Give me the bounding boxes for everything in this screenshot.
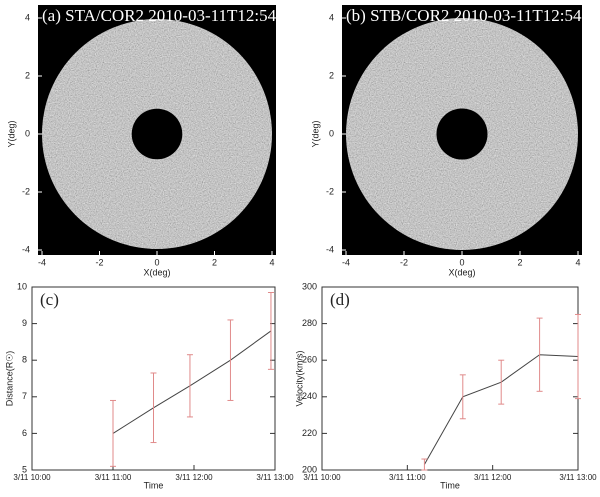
error-bar xyxy=(110,399,116,467)
y-tick-label: -4 xyxy=(326,244,334,254)
y-tick-label: -4 xyxy=(22,244,30,254)
x-tick-label: 2 xyxy=(517,257,522,267)
y-tick-label: 200 xyxy=(302,464,317,474)
x-tick-label: 3/11 13:00 xyxy=(256,473,294,482)
x-tick-label: -2 xyxy=(95,257,103,267)
x-tick-label: 3/11 11:00 xyxy=(389,473,426,482)
y-axis-label: Y(deg) xyxy=(6,120,16,147)
data-line xyxy=(112,330,272,434)
error-bar xyxy=(150,372,157,444)
panel-title: (c) xyxy=(40,290,59,309)
y-tick-label: 0 xyxy=(25,128,30,138)
y-tick-label: 300 xyxy=(302,281,317,291)
y-axis-label: Y(deg) xyxy=(310,120,320,147)
y-tick-label: 6 xyxy=(22,428,27,438)
error-bar xyxy=(575,313,581,400)
error-bar xyxy=(498,359,505,405)
plot-frame xyxy=(31,286,276,471)
y-tick-label: 7 xyxy=(22,391,27,401)
error-bar xyxy=(186,354,193,418)
occulter xyxy=(436,108,488,160)
y-tick-label: 10 xyxy=(17,281,27,291)
panel-title: (d) xyxy=(330,290,350,309)
x-tick-label: 0 xyxy=(459,257,464,267)
error-bar xyxy=(421,458,428,471)
x-axis-label: Time xyxy=(144,480,164,490)
y-tick-label: 0 xyxy=(329,128,334,138)
x-tick-label: 3/11 10:00 xyxy=(13,473,51,482)
y-axis-label: Distance(R☉) xyxy=(4,351,14,407)
x-tick-label: 0 xyxy=(154,257,159,267)
x-tick-label: 3/11 12:00 xyxy=(474,473,512,482)
error-bar xyxy=(536,317,543,392)
error-bar xyxy=(267,291,274,370)
x-tick-label: 4 xyxy=(269,257,274,267)
y-tick-label: 220 xyxy=(302,428,317,438)
y-tick-label: -2 xyxy=(326,186,334,196)
x-tick-label: 3/11 11:00 xyxy=(95,473,132,482)
y-tick-label: 2 xyxy=(25,70,30,80)
panel-title: (a) STA/COR2 2010-03-11T12:54 xyxy=(42,6,277,25)
y-tick-label: 5 xyxy=(22,464,27,474)
x-tick-label: 4 xyxy=(575,257,580,267)
x-tick-label: -4 xyxy=(342,257,350,267)
y-tick-label: 4 xyxy=(329,12,334,22)
y-axis-label: Velocity(km/s) xyxy=(294,350,304,406)
occulter xyxy=(131,108,183,160)
error-bar xyxy=(459,374,466,420)
y-tick-label: -2 xyxy=(22,186,30,196)
error-bar xyxy=(227,319,234,401)
x-tick-label: -4 xyxy=(38,257,46,267)
y-tick-label: 4 xyxy=(25,12,30,22)
panel-title: (b) STB/COR2 2010-03-11T12:54 xyxy=(346,6,582,25)
y-tick-label: 280 xyxy=(302,318,317,328)
x-tick-label: 3/11 10:00 xyxy=(303,473,341,482)
x-tick-label: 2 xyxy=(212,257,217,267)
y-tick-label: 2 xyxy=(329,70,334,80)
x-axis-label: X(deg) xyxy=(448,267,475,277)
x-tick-label: 3/11 12:00 xyxy=(175,473,213,482)
x-axis-label: Time xyxy=(440,480,460,490)
x-tick-label: -2 xyxy=(400,257,408,267)
y-tick-label: 9 xyxy=(22,318,27,328)
y-tick-label: 8 xyxy=(22,355,27,365)
y-tick-label: 240 xyxy=(302,391,317,401)
x-axis-label: X(deg) xyxy=(143,267,170,277)
y-tick-label: 260 xyxy=(302,355,317,365)
x-tick-label: 3/11 13:00 xyxy=(559,473,597,482)
